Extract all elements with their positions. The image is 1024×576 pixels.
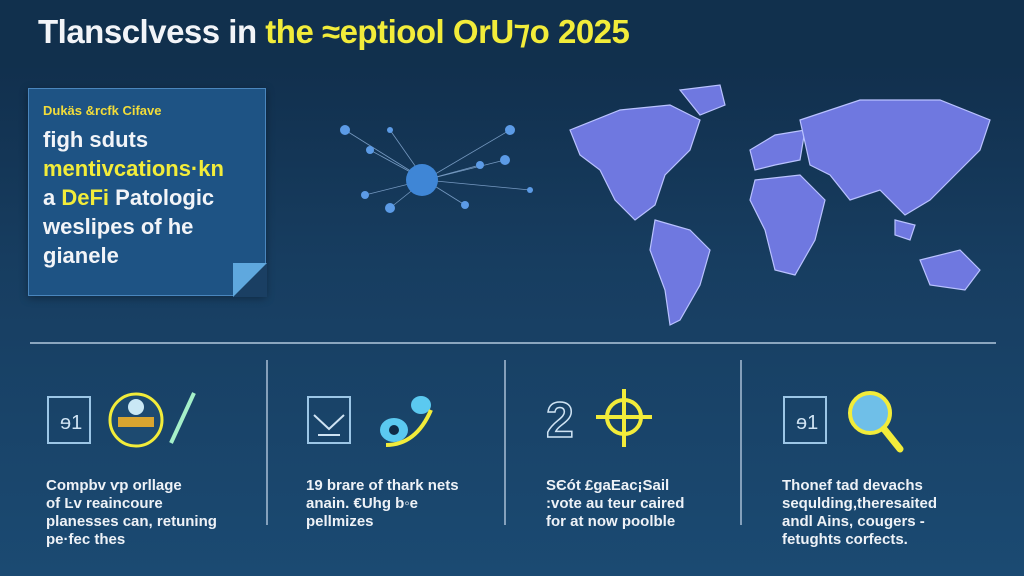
feature-line: of Ŀv reaincoure [46,495,163,512]
feature-column-1: ɘ1 Compbv ⱱp orllage of Ŀv reaincoure pl… [46,385,266,549]
note-line: weslipes of he [43,214,194,239]
chart-document-icon [307,396,351,444]
feature-text: Compbv ⱱp orllage of Ŀv reaincoure plane… [46,477,266,549]
document-icon: ɘ1 [783,396,827,444]
feature-line: :vote au teur caired [546,495,685,512]
feature-text: 19 brare of thark nets anain. €Uhg b◦e p… [306,477,526,531]
section-divider [30,342,996,344]
feature-column-4: ɘ1 Thonef tad devachs sequlding,theresai… [782,385,1002,549]
number-two-icon: 2 [546,391,575,449]
note-line: gianele [43,243,119,268]
feature-line: for at now poolble [546,513,676,530]
feature-column-2: 19 brare of thark nets anain. €Uhg b◦e p… [306,385,526,531]
network-graph-icon [340,125,533,213]
page-curl-icon [233,263,267,297]
note-text: Patologic [109,185,215,210]
svg-text:ɘ1: ɘ1 [796,412,818,434]
defi-highlight: DeFi [61,185,110,210]
feature-line: pe·fec thes [46,531,126,548]
title-bar: Tlansclvess in the ≈eptiool OrU⁊o 2025 [0,0,1024,68]
feature-line: andl Ains, cougers - [782,513,925,530]
feature-line: pellmizes [306,513,374,530]
column-divider [504,360,506,525]
note-card: Dukäs &rcfk Cifave figh sduts mentivcati… [28,88,267,297]
feature-line: SЄót £gaEac¡Sail [546,477,670,494]
feature-line: planesses can, retuning [46,513,217,530]
title-yellow-part: the ≈eptiool OrU⁊o 2025 [265,13,630,50]
note-body: figh sduts mentivcations·kn a DeFi Patol… [43,125,224,270]
world-map-icon [569,84,991,326]
column-divider [740,360,742,525]
target-burger-icon [108,392,196,448]
crosshair-icon [596,389,652,447]
title-white-part: Tlansclvess in [38,13,266,50]
feature-line: Compbv ⱱp orllage [46,477,182,494]
svg-text:2: 2 [546,392,574,448]
feature-line: Thonef tad devachs [782,477,923,494]
note-line: a DeFi Patologic [43,183,224,212]
note-subtitle: Dukäs &rcfk Cifave [43,103,162,118]
svg-text:ɘ1: ɘ1 [60,412,82,434]
column-divider [266,360,268,525]
note-line: mentivcations·kn [43,156,224,181]
note-line: figh sduts [43,127,149,152]
document-icon: ɘ1 [47,396,91,444]
feature-line: sequlding,theresaited [782,495,938,512]
magnifier-globe-icon [848,391,904,453]
chain-link-icon [380,396,433,447]
feature-line: 19 brare of thark nets [306,477,459,494]
feature-line: anain. €Uhg b◦e [306,495,419,512]
feature-line: fetughts corfects. [782,531,908,548]
page-title: Tlansclvess in the ≈eptiool OrU⁊o 2025 [38,12,630,51]
feature-text: Thonef tad devachs sequlding,theresaited… [782,477,1002,549]
feature-text: SЄót £gaEac¡Sail :vote au teur caired fo… [546,477,766,531]
note-text: a [43,185,62,210]
feature-column-3: 2 SЄót £gaEac¡Sail :vote au teur caired … [546,385,766,531]
